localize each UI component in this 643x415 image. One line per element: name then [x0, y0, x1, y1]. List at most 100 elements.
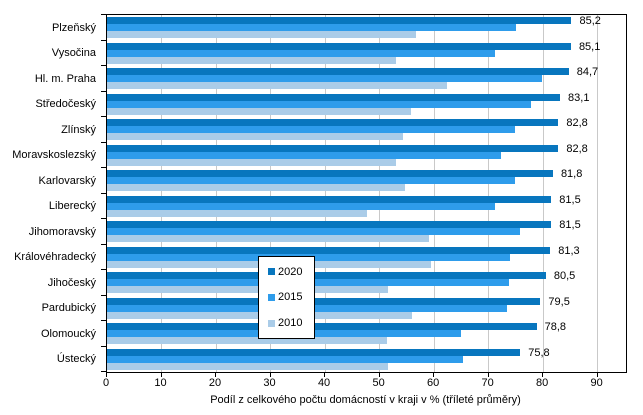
- bar-group-Plzeňský: 85,2: [107, 15, 626, 41]
- x-tick-label-20: 20: [208, 377, 222, 389]
- y-axis-tick: [101, 218, 106, 219]
- x-tick-label-40: 40: [317, 377, 331, 389]
- value-label-Středočeský: 83,1: [568, 91, 590, 104]
- category-label-Jihomoravský: Jihomoravský: [28, 225, 96, 238]
- x-axis-tick-50: [378, 372, 380, 377]
- bar-2015-Středočeský: [107, 100, 532, 108]
- category-label-Karlovarský: Karlovarský: [38, 174, 96, 187]
- bar-2020-Plzeňský: [107, 17, 572, 24]
- bar-2010-Jihomoravský: [107, 235, 429, 242]
- bar-2010-Moravskoslezský: [107, 158, 397, 166]
- legend-swatch-icon-2015: [268, 293, 275, 301]
- category-label-Královéhradecký: Královéhradecký: [14, 251, 96, 264]
- value-label-Karlovarský: 81,8: [560, 168, 583, 180]
- value-label-Jihočeský: 80,5: [553, 270, 576, 282]
- bar-2015-Liberecký: [107, 202, 496, 210]
- x-tick-label-60: 60: [426, 377, 440, 389]
- value-label-Zlínský: 82,8: [566, 117, 588, 129]
- bar-group-Liberecký: 81,5: [107, 194, 626, 220]
- bar-group-Středočeský: 83,1: [107, 92, 626, 118]
- bar-2015-Karlovarský: [107, 177, 515, 184]
- bar-2010-Ústecký: [107, 362, 389, 370]
- x-axis-tick-20: [215, 372, 217, 377]
- legend-label-2010: 2010: [278, 317, 303, 330]
- bar-2010-Jihočeský: [107, 286, 388, 293]
- bar-2020-Vysočina: [107, 42, 571, 50]
- bar-2010-Olomoucký: [107, 337, 388, 344]
- bar-2020-Pardubický: [107, 297, 541, 305]
- y-axis-tick: [101, 320, 106, 321]
- gridline-40: [324, 15, 326, 372]
- category-label-Plzeňský: Plzeňský: [51, 21, 96, 34]
- bar-2015-Moravskoslezský: [107, 151, 501, 159]
- legend-item-2015: 2015: [268, 291, 314, 303]
- gridline-80: [542, 15, 544, 372]
- x-tick-label-70: 70: [481, 377, 494, 389]
- bar-group-Zlínský: 82,8: [107, 117, 626, 143]
- bar-group-Vysočina: 85,1: [107, 41, 626, 67]
- legend: 2020 2015 2010: [258, 256, 315, 339]
- bar-2020-Liberecký: [107, 195, 552, 203]
- value-label-Moravskoslezský: 82,8: [566, 142, 588, 155]
- value-label-Hl. m. Praha: 84,7: [576, 66, 599, 78]
- category-label-Středočeský: Středočeský: [35, 98, 96, 111]
- x-tick-label-0: 0: [102, 377, 110, 389]
- category-label-Hl. m. Praha: Hl. m. Praha: [34, 72, 96, 85]
- y-axis-tick: [101, 141, 106, 143]
- bar-group-Jihomoravský: 81,5: [107, 219, 626, 245]
- y-axis-tick: [101, 65, 106, 66]
- bar-group-Hl. m. Praha: 84,7: [107, 66, 626, 92]
- bar-group-Jihočeský: 80,5: [107, 270, 626, 296]
- bar-2020-Olomoucký: [107, 323, 537, 330]
- y-axis-tick: [101, 294, 106, 296]
- y-axis-tick: [101, 345, 106, 347]
- bar-2020-Zlínský: [107, 119, 559, 126]
- x-tick-label-10: 10: [154, 377, 167, 389]
- bar-group-Pardubický: 79,5: [107, 296, 626, 322]
- gridline-70: [488, 15, 490, 372]
- legend-swatch-icon-2010: [268, 319, 275, 327]
- x-axis-title: Podíl z celkového počtu domácností v kra…: [210, 394, 521, 406]
- bar-2020-Jihomoravský: [107, 221, 552, 228]
- bar-2010-Plzeňský: [107, 31, 417, 38]
- y-axis-tick: [101, 39, 106, 41]
- legend-item-2010: 2010: [268, 317, 314, 329]
- value-label-Královéhradecký: 81,3: [558, 244, 580, 257]
- category-label-Liberecký: Liberecký: [48, 200, 96, 213]
- gridline-20: [215, 15, 217, 372]
- x-tick-label-30: 30: [263, 377, 276, 389]
- bar-2010-Středočeský: [107, 107, 412, 115]
- bar-2010-Vysočina: [107, 56, 397, 64]
- x-axis-tick-60: [433, 372, 435, 377]
- value-label-Olomoucký: 78,8: [544, 321, 566, 333]
- value-label-Liberecký: 81,5: [559, 193, 581, 206]
- category-label-Jihočeský: Jihočeský: [47, 276, 96, 289]
- value-label-Jihomoravský: 81,5: [559, 219, 581, 231]
- category-label-Olomoucký: Olomoucký: [40, 327, 96, 340]
- bar-2020-Jihočeský: [107, 272, 546, 279]
- value-label-Pardubický: 79,5: [548, 295, 570, 308]
- x-axis-tick-80: [542, 372, 544, 377]
- x-axis-tick-90: [596, 372, 598, 377]
- bar-2020-Karlovarský: [107, 170, 553, 177]
- bar-group-Olomoucký: 78,8: [107, 321, 626, 347]
- x-tick-label-50: 50: [372, 377, 385, 389]
- category-label-Pardubický: Pardubický: [41, 302, 96, 315]
- bar-2015-Zlínský: [107, 126, 516, 133]
- category-label-Zlínský: Zlínský: [61, 123, 96, 136]
- bar-2020-Středočeský: [107, 93, 561, 101]
- bar-2020-Královéhradecký: [107, 246, 551, 254]
- bar-2010-Karlovarský: [107, 184, 405, 191]
- y-axis-tick: [101, 90, 106, 92]
- bar-2015-Hl. m. Praha: [107, 75, 543, 82]
- bar-group-Karlovarský: 81,8: [107, 168, 626, 194]
- bar-2010-Zlínský: [107, 133, 404, 140]
- value-label-Plzeňský: 85,2: [579, 15, 601, 27]
- gridline-90: [597, 15, 599, 372]
- x-axis-tick-40: [324, 372, 326, 377]
- gridline-10: [161, 15, 163, 372]
- bar-2010-Liberecký: [107, 209, 367, 217]
- value-label-Vysočina: 85,1: [578, 40, 601, 53]
- y-axis-tick: [101, 371, 106, 372]
- x-axis-tick-30: [269, 372, 271, 377]
